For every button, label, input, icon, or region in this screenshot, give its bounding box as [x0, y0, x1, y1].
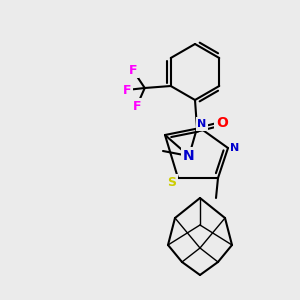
Text: F: F — [133, 100, 141, 112]
Text: F: F — [128, 64, 137, 76]
Text: N: N — [197, 119, 207, 129]
Text: N: N — [230, 143, 240, 153]
Text: O: O — [216, 116, 228, 130]
Text: N: N — [183, 149, 195, 163]
Text: F: F — [122, 83, 131, 97]
Text: S: S — [167, 176, 176, 188]
